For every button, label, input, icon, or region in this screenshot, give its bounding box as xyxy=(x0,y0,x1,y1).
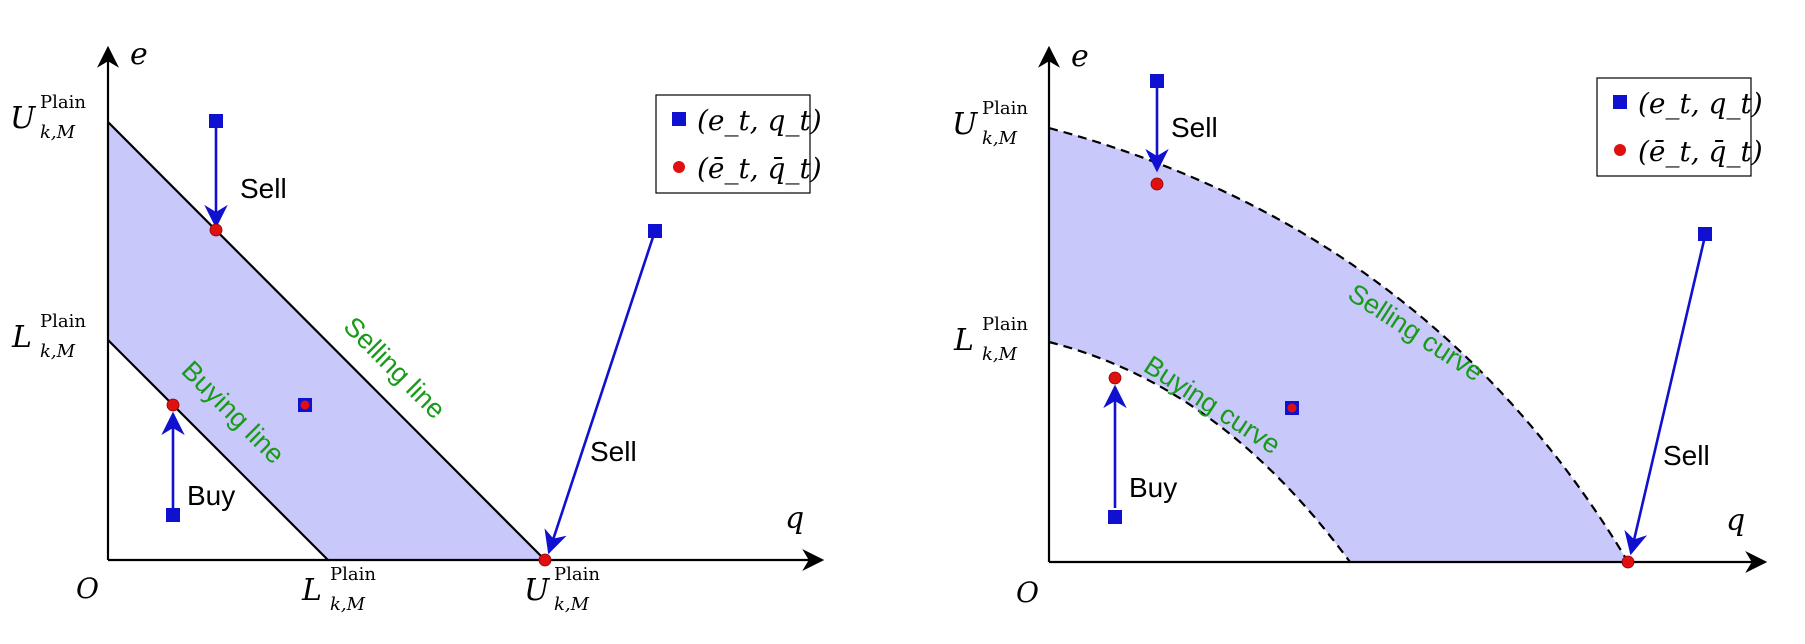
left-square-right xyxy=(648,224,662,238)
tick-sup: Plain xyxy=(330,564,376,585)
left-y-axis-label: e xyxy=(130,37,148,72)
right-legend-entry-1: (ē_t, q̄_t) xyxy=(1638,135,1763,168)
right-sell-arrow-right xyxy=(1624,235,1707,556)
tick-main: U xyxy=(524,573,551,608)
right-square-top xyxy=(1150,74,1164,88)
left-legend-dot-marker xyxy=(673,161,685,173)
tick-sub: k,M xyxy=(40,341,76,362)
left-square-top xyxy=(209,114,223,128)
right-tick-lower-y: L Plain k,M xyxy=(953,314,1028,365)
left-panel: e q O U Plain k,M L Plain k,M L Plain k,… xyxy=(10,37,825,615)
right-square-right xyxy=(1698,227,1712,241)
tick-main: U xyxy=(952,107,979,142)
left-selling-line xyxy=(107,121,546,561)
right-legend-dot-marker xyxy=(1614,144,1626,156)
right-dot-top xyxy=(1150,177,1164,191)
left-dot-top xyxy=(209,223,223,237)
left-legend-entry-1: (ē_t, q̄_t) xyxy=(697,152,822,185)
tick-sup: Plain xyxy=(40,92,86,113)
right-y-axis-label: e xyxy=(1071,39,1089,74)
right-buy-label: Buy xyxy=(1129,472,1177,503)
left-legend-box xyxy=(655,94,811,194)
right-dot-right xyxy=(1621,555,1635,569)
left-tick-upper-y: U Plain k,M xyxy=(10,92,86,143)
left-buying-line xyxy=(107,339,329,561)
right-feasible-region xyxy=(1049,128,1628,562)
left-legend-square-marker xyxy=(672,112,686,126)
left-sell-arrow-right xyxy=(544,230,657,555)
right-square-bottom xyxy=(1108,510,1122,524)
right-x-axis-label: q xyxy=(1726,503,1745,538)
left-dot-interior xyxy=(300,400,310,410)
left-sell-label-top: Sell xyxy=(240,173,287,204)
tick-sub: k,M xyxy=(40,122,76,143)
right-dot-interior xyxy=(1287,403,1297,413)
left-dot-bottom xyxy=(166,398,180,412)
right-panel: e q O U Plain k,M L Plain k,M Selling cu… xyxy=(952,39,1768,609)
left-legend: (e_t, q_t) (ē_t, q̄_t) xyxy=(655,94,822,194)
right-legend-box xyxy=(1596,77,1752,177)
left-tick-lower-y: L Plain k,M xyxy=(11,311,86,362)
right-origin-label: O xyxy=(1016,576,1039,609)
tick-main: L xyxy=(301,573,322,608)
tick-sup: Plain xyxy=(982,314,1028,335)
right-legend: (e_t, q_t) (ē_t, q̄_t) xyxy=(1596,77,1763,177)
right-dot-bottom xyxy=(1108,371,1122,385)
right-sell-label-right: Sell xyxy=(1663,440,1710,471)
tick-main: U xyxy=(10,101,37,136)
tick-sup: Plain xyxy=(40,311,86,332)
left-origin-label: O xyxy=(76,572,99,605)
left-sell-label-right: Sell xyxy=(590,436,637,467)
right-legend-entry-0: (e_t, q_t) xyxy=(1638,87,1763,120)
right-buying-curve xyxy=(1048,340,1351,563)
left-x-axis-label: q xyxy=(785,501,804,536)
left-legend-entry-0: (e_t, q_t) xyxy=(697,104,822,137)
right-sell-label-top: Sell xyxy=(1171,112,1218,143)
right-tick-upper-y: U Plain k,M xyxy=(952,98,1028,149)
tick-sub: k,M xyxy=(982,344,1018,365)
left-tick-lower-x: L Plain k,M xyxy=(301,564,376,615)
tick-main: L xyxy=(11,320,32,355)
tick-sup: Plain xyxy=(554,564,600,585)
tick-sup: Plain xyxy=(982,98,1028,119)
left-dot-right xyxy=(538,553,552,567)
tick-main: L xyxy=(953,323,974,358)
tick-sub: k,M xyxy=(330,594,366,615)
tick-sub: k,M xyxy=(982,128,1018,149)
left-square-bottom xyxy=(166,508,180,522)
tick-sub: k,M xyxy=(554,594,590,615)
left-tick-upper-x: U Plain k,M xyxy=(524,564,600,615)
right-legend-square-marker xyxy=(1613,95,1627,109)
left-buy-label: Buy xyxy=(187,480,235,511)
